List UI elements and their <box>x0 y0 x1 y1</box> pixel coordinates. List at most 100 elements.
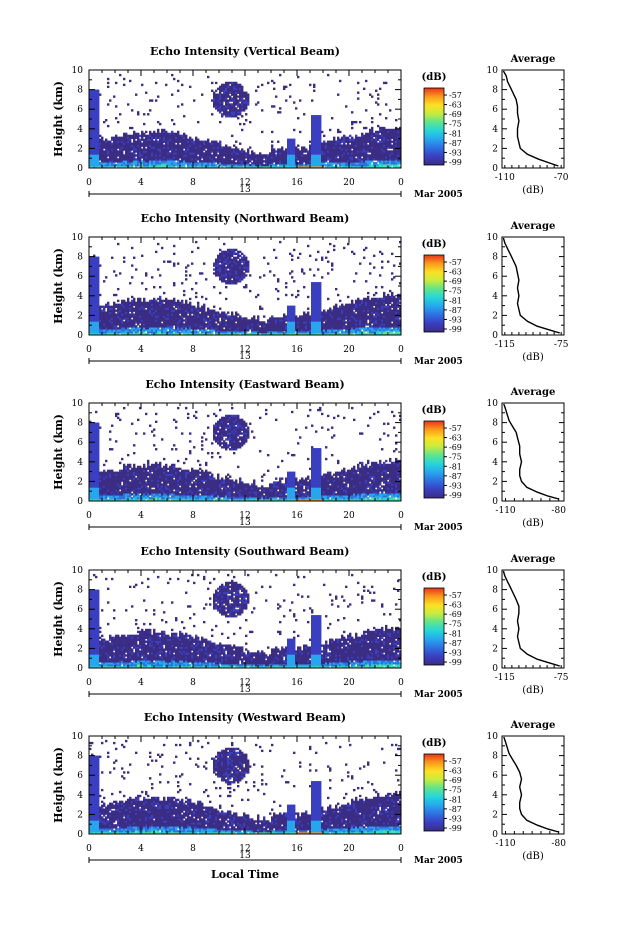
heatmap-cell <box>115 142 118 145</box>
heatmap-cell <box>119 160 122 163</box>
heatmap-cell <box>211 164 214 167</box>
beam-panel: Echo Intensity (Northward Beam)0 4 8 12 16 20… <box>52 212 569 367</box>
heatmap-cell <box>89 158 92 161</box>
heatmap-cell <box>137 113 140 116</box>
heatmap-cell <box>189 85 192 89</box>
heatmap-cell <box>127 136 130 139</box>
heatmap-cell <box>225 99 228 102</box>
heatmap-cell <box>137 160 140 163</box>
heatmap-cell <box>99 146 102 149</box>
heatmap-cell <box>93 97 96 100</box>
heatmap-cell <box>91 111 94 114</box>
heatmap-cell <box>115 164 118 167</box>
heatmap-cell <box>189 148 192 151</box>
heatmap-cell <box>201 295 204 299</box>
heatmap-cell <box>175 136 178 139</box>
heatmap-cell <box>145 158 148 161</box>
heatmap-cell <box>233 148 236 151</box>
heatmap-cell <box>111 166 114 169</box>
heatmap-cell <box>395 119 398 122</box>
heatmap-cell <box>137 142 140 145</box>
heatmap-cell <box>189 164 192 167</box>
heatmap-cell <box>257 85 260 89</box>
heatmap-cell <box>99 164 102 167</box>
heatmap-cell <box>185 144 188 147</box>
heatmap-cell <box>197 120 200 124</box>
heatmap-cell <box>161 166 164 169</box>
heatmap-cell <box>227 105 230 108</box>
heatmap-cell <box>183 289 186 293</box>
heatmap-cell <box>159 150 162 153</box>
heatmap-cell <box>133 158 136 161</box>
heatmap-cell <box>103 280 106 283</box>
heatmap-cell <box>145 148 148 151</box>
heatmap-cell <box>189 136 192 139</box>
heatmap-cell <box>217 154 220 157</box>
heatmap-cell <box>299 130 302 134</box>
heatmap-cell <box>213 166 216 169</box>
heatmap-cell <box>93 148 96 151</box>
heatmap-cell <box>195 154 198 157</box>
heatmap-cell <box>221 93 224 96</box>
heatmap-cell <box>165 150 168 153</box>
heatmap-cell <box>127 150 130 153</box>
heatmap-cell <box>129 138 132 141</box>
heatmap-cell <box>131 109 134 112</box>
heatmap-cell <box>197 246 200 250</box>
heatmap-cell <box>119 138 122 141</box>
heatmap-cell <box>219 291 222 295</box>
heatmap-cell <box>135 150 138 153</box>
heatmap-cell <box>169 158 172 161</box>
heatmap-cell <box>149 132 152 136</box>
heatmap-cell <box>233 93 236 96</box>
heatmap-cell <box>121 146 124 149</box>
heatmap-cell <box>119 113 122 116</box>
heatmap-cell <box>113 146 116 149</box>
heatmap-cell <box>165 136 168 139</box>
heatmap-cell <box>115 144 118 147</box>
heatmap-cell <box>385 81 388 85</box>
heatmap-cell <box>93 91 96 94</box>
heatmap-cell <box>235 140 238 143</box>
heatmap-cell <box>217 93 220 96</box>
heatmap-cell <box>219 111 222 114</box>
heatmap-cell <box>211 146 214 149</box>
heatmap-cell <box>309 254 312 257</box>
heatmap-cell <box>89 91 92 94</box>
heatmap-cell <box>153 132 156 136</box>
heatmap-cell <box>171 150 174 153</box>
heatmap-cell <box>217 99 220 102</box>
heatmap-cell <box>221 109 224 112</box>
heatmap-cell <box>113 152 116 155</box>
heatmap-cell <box>155 152 158 155</box>
heatmap-cell <box>229 154 232 157</box>
heatmap-cell <box>203 142 206 145</box>
heatmap-cell <box>147 113 150 116</box>
heatmap-cell <box>151 144 154 147</box>
heatmap-cell <box>189 301 192 305</box>
heatmap-cell <box>221 146 224 149</box>
heatmap-cell <box>97 117 100 120</box>
heatmap-cell <box>159 274 162 277</box>
heatmap-cell <box>229 115 232 118</box>
heatmap-cell <box>99 144 102 147</box>
heatmap-cell <box>137 148 140 151</box>
heatmap-cell <box>187 152 190 155</box>
heatmap-cell <box>121 164 124 167</box>
heatmap-cell <box>225 85 228 89</box>
heatmap-cell <box>103 146 106 149</box>
heatmap-cell <box>129 160 132 163</box>
heatmap-cell <box>185 140 188 143</box>
heatmap-cell <box>147 134 150 138</box>
heatmap-cell <box>143 162 146 165</box>
heatmap-cell <box>91 101 94 104</box>
x-tick-label: 0 <box>86 178 92 188</box>
heatmap-cell <box>233 111 236 114</box>
heatmap-cell <box>233 144 236 147</box>
heatmap-cell <box>153 150 156 153</box>
heatmap-cell <box>207 150 210 153</box>
heatmap-cell <box>95 166 98 169</box>
heatmap-cell <box>93 119 96 122</box>
heatmap-cell <box>201 93 204 96</box>
heatmap-cell <box>175 162 178 165</box>
